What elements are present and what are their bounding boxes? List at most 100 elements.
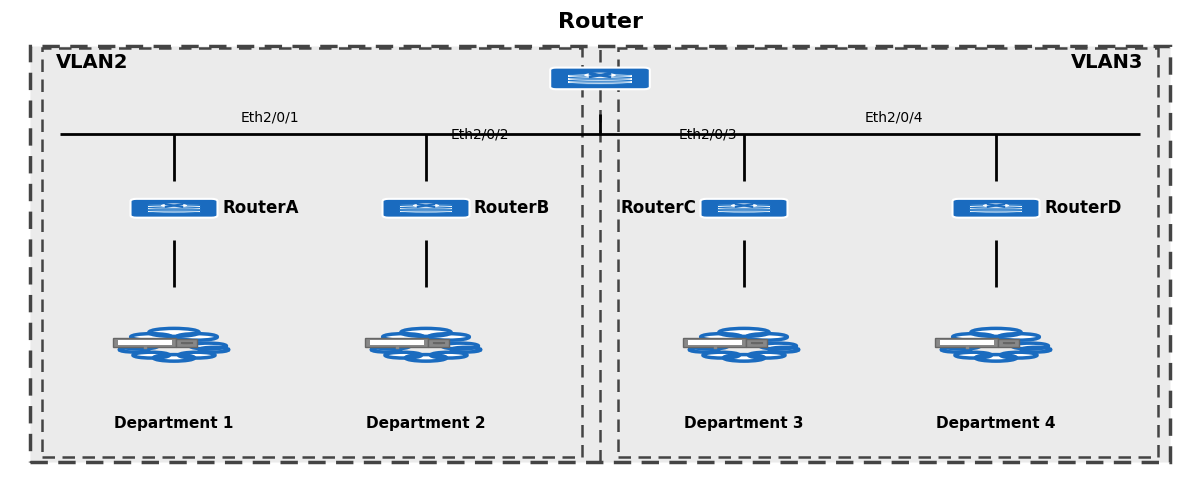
Ellipse shape xyxy=(400,209,452,211)
Ellipse shape xyxy=(584,73,616,78)
Ellipse shape xyxy=(970,207,1022,208)
Ellipse shape xyxy=(179,352,215,358)
Ellipse shape xyxy=(970,209,1022,211)
FancyBboxPatch shape xyxy=(701,199,787,217)
Text: VLAN2: VLAN2 xyxy=(56,53,128,72)
Ellipse shape xyxy=(718,207,770,208)
Text: Department 3: Department 3 xyxy=(684,416,804,432)
Ellipse shape xyxy=(383,334,424,340)
Ellipse shape xyxy=(976,354,1016,361)
FancyBboxPatch shape xyxy=(970,207,1022,210)
Text: Eth2/0/3: Eth2/0/3 xyxy=(679,127,737,141)
Ellipse shape xyxy=(1001,352,1037,358)
Ellipse shape xyxy=(385,352,421,358)
Text: Eth2/0/1: Eth2/0/1 xyxy=(241,110,299,125)
FancyBboxPatch shape xyxy=(148,205,200,207)
FancyBboxPatch shape xyxy=(718,210,770,213)
Ellipse shape xyxy=(400,207,452,208)
Ellipse shape xyxy=(406,354,446,361)
Ellipse shape xyxy=(1021,347,1051,352)
Text: RouterB: RouterB xyxy=(474,199,551,217)
Ellipse shape xyxy=(703,352,739,358)
FancyBboxPatch shape xyxy=(688,340,742,345)
FancyBboxPatch shape xyxy=(427,339,449,347)
Ellipse shape xyxy=(400,209,452,211)
Ellipse shape xyxy=(719,329,769,336)
Ellipse shape xyxy=(161,204,187,207)
Ellipse shape xyxy=(431,352,467,358)
Ellipse shape xyxy=(121,343,158,349)
Ellipse shape xyxy=(998,334,1039,340)
FancyBboxPatch shape xyxy=(383,199,469,217)
FancyBboxPatch shape xyxy=(148,210,200,213)
Ellipse shape xyxy=(451,347,481,352)
FancyBboxPatch shape xyxy=(745,339,767,347)
Ellipse shape xyxy=(148,207,200,208)
Ellipse shape xyxy=(569,77,631,78)
Ellipse shape xyxy=(953,334,994,340)
Ellipse shape xyxy=(148,209,200,211)
Ellipse shape xyxy=(148,207,200,208)
Text: Eth2/0/4: Eth2/0/4 xyxy=(865,110,923,125)
FancyBboxPatch shape xyxy=(997,339,1019,347)
FancyBboxPatch shape xyxy=(970,210,1022,213)
Ellipse shape xyxy=(769,347,799,352)
Text: RouterA: RouterA xyxy=(222,199,299,217)
FancyBboxPatch shape xyxy=(551,68,650,89)
Ellipse shape xyxy=(718,207,770,208)
Text: RouterD: RouterD xyxy=(1044,199,1121,217)
Ellipse shape xyxy=(373,343,410,349)
Ellipse shape xyxy=(749,352,785,358)
Ellipse shape xyxy=(199,347,229,352)
Ellipse shape xyxy=(701,334,742,340)
Ellipse shape xyxy=(689,347,719,352)
Text: Department 4: Department 4 xyxy=(936,416,1056,432)
Ellipse shape xyxy=(569,74,631,75)
FancyBboxPatch shape xyxy=(148,207,200,210)
Text: VLAN3: VLAN3 xyxy=(1072,53,1144,72)
Ellipse shape xyxy=(746,334,787,340)
Ellipse shape xyxy=(760,343,797,349)
Ellipse shape xyxy=(1012,343,1049,349)
Ellipse shape xyxy=(943,343,980,349)
Ellipse shape xyxy=(400,207,452,208)
FancyBboxPatch shape xyxy=(118,340,172,345)
FancyBboxPatch shape xyxy=(42,48,582,457)
Ellipse shape xyxy=(149,329,199,336)
FancyBboxPatch shape xyxy=(940,340,994,345)
Text: Department 2: Department 2 xyxy=(366,416,486,432)
FancyBboxPatch shape xyxy=(684,338,746,347)
Ellipse shape xyxy=(724,354,764,361)
Text: RouterC: RouterC xyxy=(620,199,696,217)
FancyBboxPatch shape xyxy=(400,207,452,210)
Ellipse shape xyxy=(971,329,1021,336)
Ellipse shape xyxy=(718,209,770,211)
FancyBboxPatch shape xyxy=(936,338,998,347)
Text: Department 1: Department 1 xyxy=(114,416,234,432)
Ellipse shape xyxy=(133,352,169,358)
Ellipse shape xyxy=(176,334,217,340)
FancyBboxPatch shape xyxy=(113,338,175,347)
Ellipse shape xyxy=(569,80,631,81)
Ellipse shape xyxy=(691,343,728,349)
Text: Eth2/0/2: Eth2/0/2 xyxy=(451,127,509,141)
Ellipse shape xyxy=(955,352,991,358)
Ellipse shape xyxy=(131,334,172,340)
FancyBboxPatch shape xyxy=(400,210,452,213)
Ellipse shape xyxy=(718,209,770,211)
Ellipse shape xyxy=(970,207,1022,208)
Ellipse shape xyxy=(731,204,757,207)
Ellipse shape xyxy=(569,80,631,81)
FancyBboxPatch shape xyxy=(365,338,427,347)
FancyBboxPatch shape xyxy=(970,205,1022,207)
Ellipse shape xyxy=(401,329,451,336)
Ellipse shape xyxy=(148,209,200,211)
FancyBboxPatch shape xyxy=(718,205,770,207)
Ellipse shape xyxy=(371,347,401,352)
FancyBboxPatch shape xyxy=(618,48,1158,457)
Ellipse shape xyxy=(428,334,469,340)
FancyBboxPatch shape xyxy=(569,80,631,83)
FancyBboxPatch shape xyxy=(569,75,631,78)
Text: Router: Router xyxy=(558,12,642,32)
FancyBboxPatch shape xyxy=(30,46,1170,462)
